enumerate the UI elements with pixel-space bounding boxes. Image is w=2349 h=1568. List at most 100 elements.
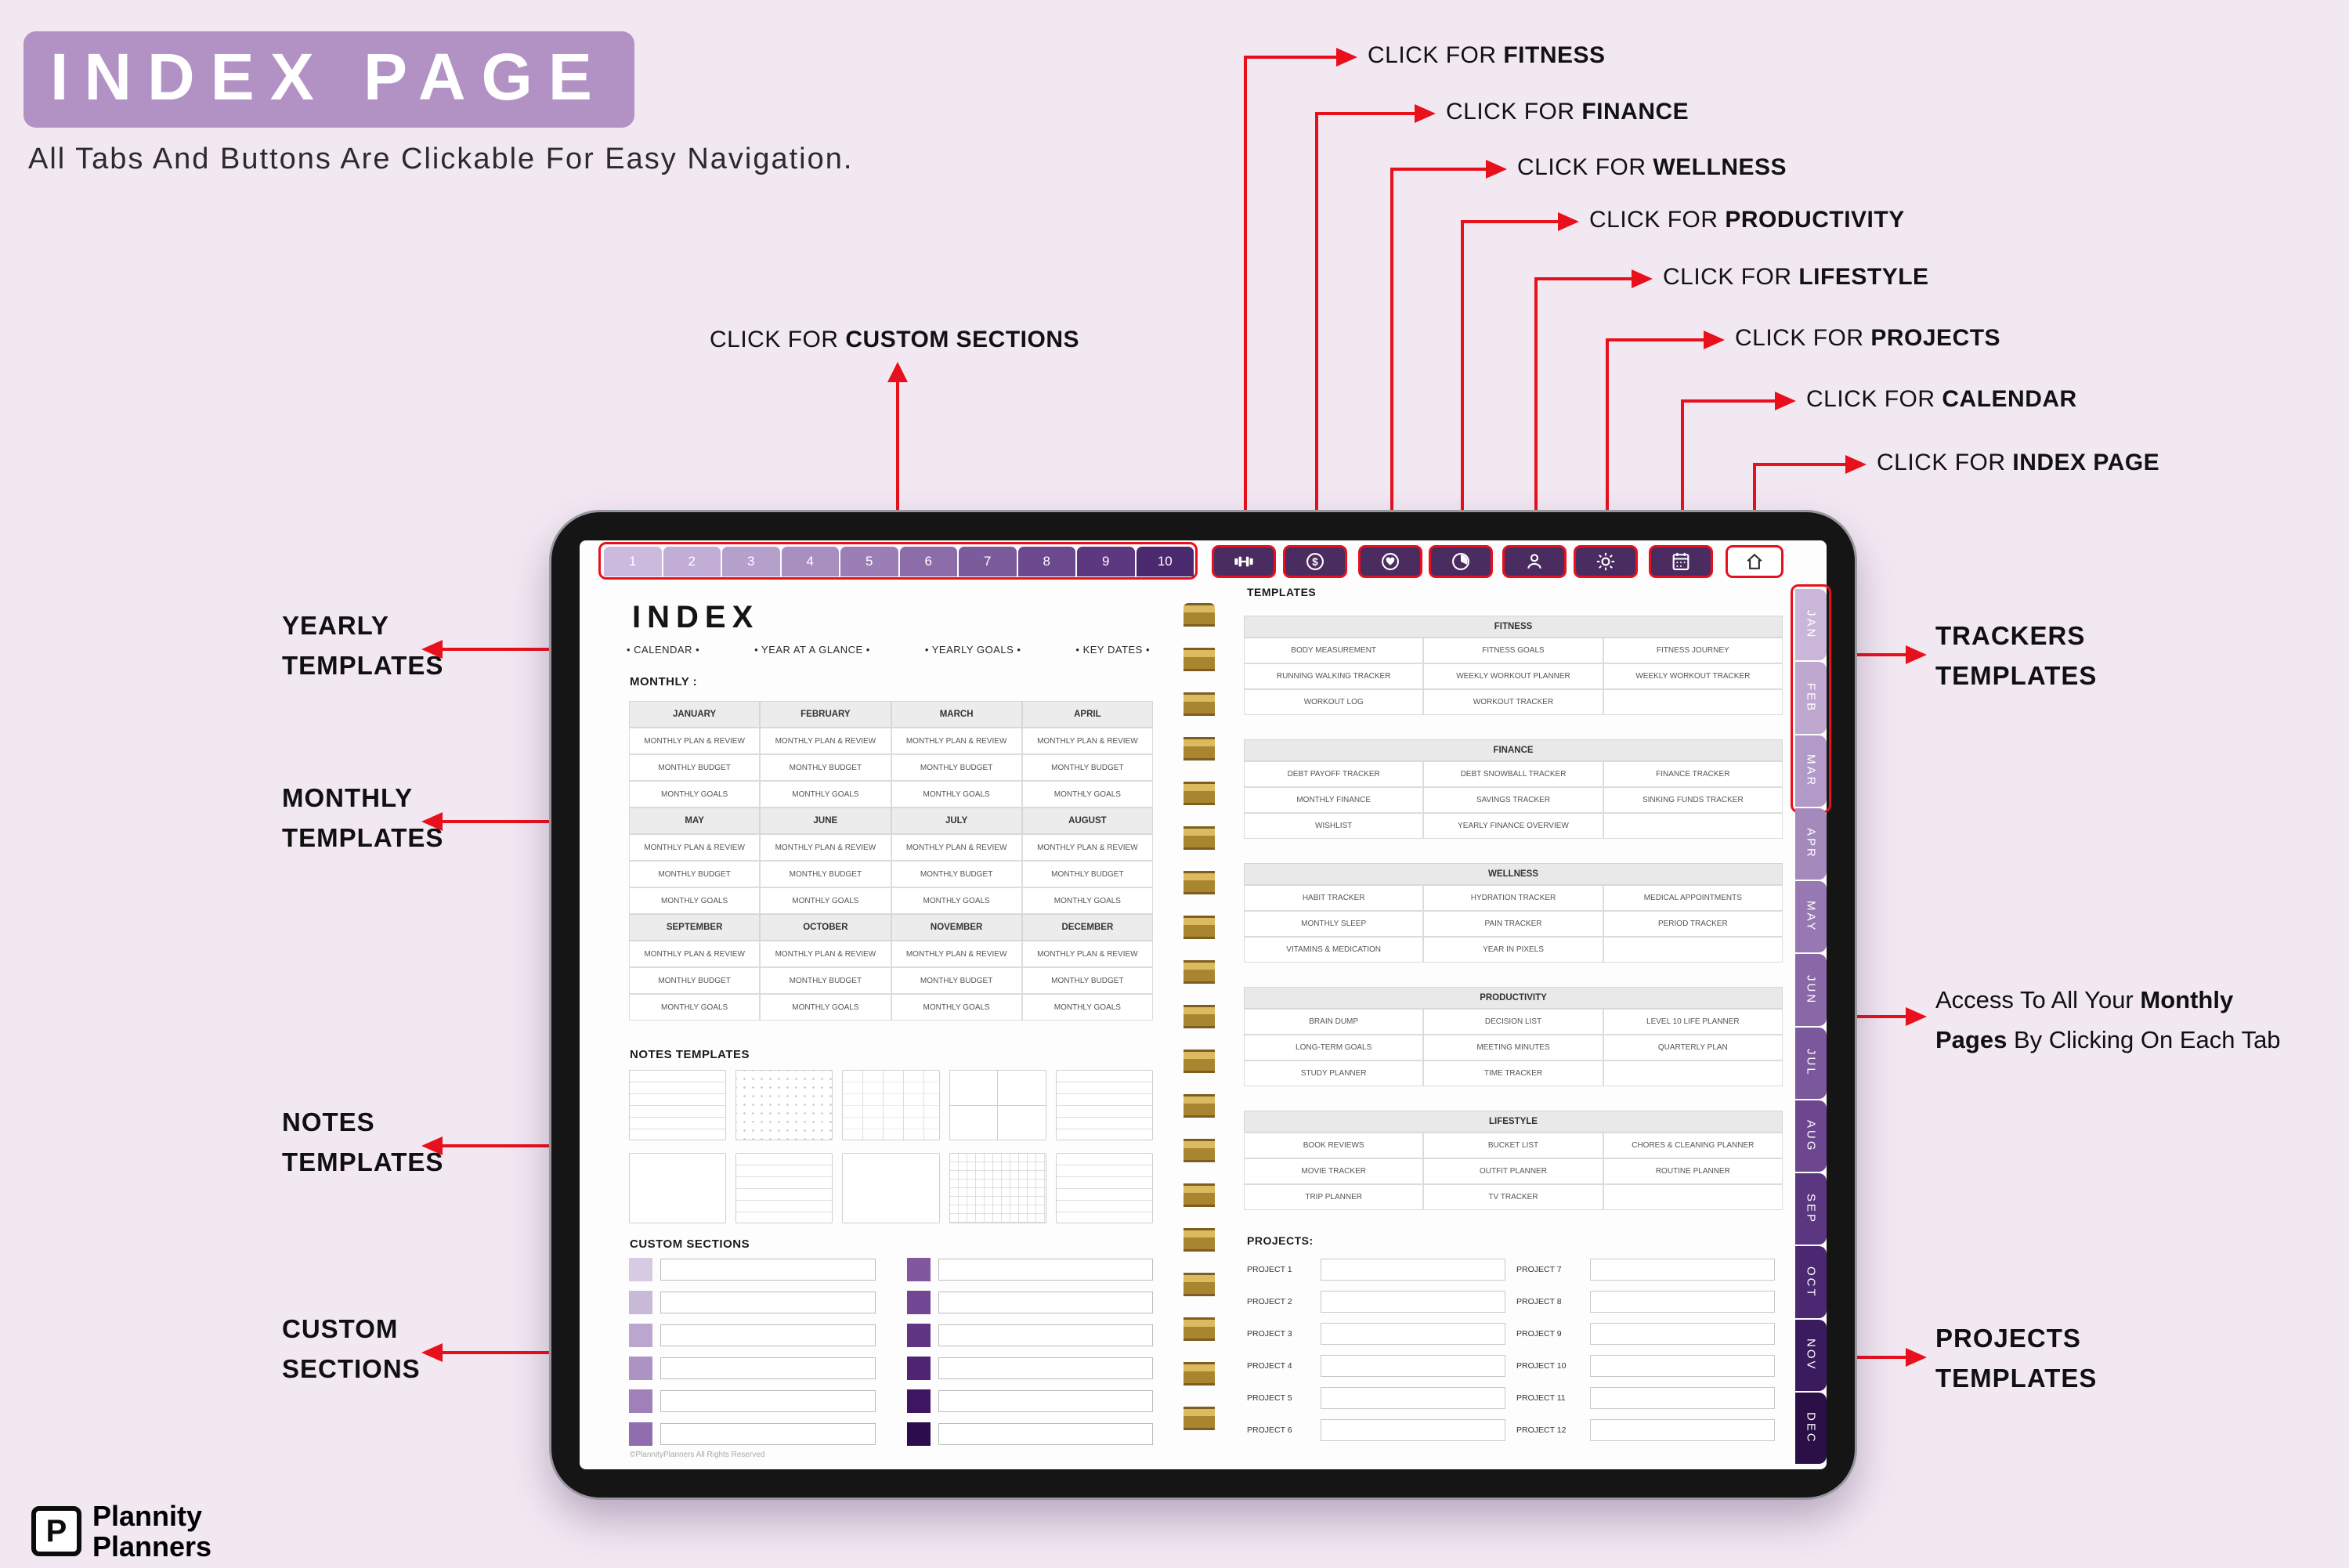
template-link-cell[interactable] (1603, 689, 1783, 715)
custom-section-color-swatch[interactable] (906, 1324, 931, 1347)
note-thumbnail-columns[interactable] (842, 1070, 940, 1140)
template-link-cell[interactable]: STUDY PLANNER (1244, 1060, 1424, 1086)
note-thumbnail-dot-grid[interactable] (735, 1070, 833, 1140)
month-link-cell[interactable]: MONTHLY BUDGET (891, 861, 1022, 887)
custom-section-color-swatch[interactable] (629, 1324, 652, 1347)
custom-section-color-swatch[interactable] (629, 1258, 652, 1281)
month-tab[interactable]: JUN (1795, 954, 1827, 1026)
month-link-cell[interactable]: MONTHLY PLAN & REVIEW (1021, 941, 1153, 967)
note-thumbnail-blank[interactable] (629, 1153, 727, 1223)
custom-section-color-swatch[interactable] (906, 1357, 931, 1380)
month-link-cell[interactable]: MONTHLY GOALS (760, 994, 891, 1021)
month-header-cell[interactable]: FEBRUARY (760, 701, 891, 728)
note-thumbnail-lined[interactable] (735, 1153, 833, 1223)
wellness-tab[interactable] (1358, 545, 1422, 578)
template-link-cell[interactable]: PAIN TRACKER (1423, 911, 1603, 937)
month-link-cell[interactable]: MONTHLY BUDGET (1021, 967, 1153, 994)
month-tab[interactable]: JAN (1795, 589, 1827, 661)
template-link-cell[interactable] (1603, 1184, 1783, 1210)
month-tab[interactable]: SEP (1795, 1173, 1827, 1245)
project-input-box[interactable] (1321, 1259, 1505, 1281)
template-link-cell[interactable]: OUTFIT PLANNER (1423, 1158, 1603, 1184)
month-header-cell[interactable]: SEPTEMBER (629, 914, 761, 941)
template-link-cell[interactable] (1603, 1060, 1783, 1086)
month-header-cell[interactable]: DECEMBER (1021, 914, 1153, 941)
template-link-cell[interactable]: WEEKLY WORKOUT PLANNER (1423, 663, 1603, 689)
template-link-cell[interactable]: SINKING FUNDS TRACKER (1603, 787, 1783, 813)
month-link-cell[interactable]: MONTHLY GOALS (629, 781, 761, 807)
template-link-cell[interactable]: MONTHLY FINANCE (1244, 787, 1424, 813)
month-link-cell[interactable]: MONTHLY PLAN & REVIEW (891, 834, 1022, 861)
custom-section-entry[interactable] (660, 1390, 876, 1412)
custom-section-entry[interactable] (938, 1357, 1153, 1379)
custom-section-tab[interactable]: 10 (1136, 547, 1194, 576)
template-link-cell[interactable]: DEBT SNOWBALL TRACKER (1423, 761, 1603, 787)
month-link-cell[interactable]: MONTHLY GOALS (629, 887, 761, 914)
month-link-cell[interactable]: MONTHLY PLAN & REVIEW (760, 834, 891, 861)
custom-section-entry[interactable] (938, 1324, 1153, 1346)
template-link-cell[interactable]: YEARLY FINANCE OVERVIEW (1423, 813, 1603, 839)
template-link-cell[interactable]: YEAR IN PIXELS (1423, 937, 1603, 963)
month-link-cell[interactable]: MONTHLY PLAN & REVIEW (1021, 728, 1153, 754)
month-header-cell[interactable]: AUGUST (1021, 807, 1153, 834)
custom-section-color-swatch[interactable] (629, 1357, 652, 1380)
month-tab[interactable]: FEB (1795, 662, 1827, 734)
month-link-cell[interactable]: MONTHLY PLAN & REVIEW (629, 941, 761, 967)
custom-section-tab[interactable]: 6 (899, 547, 957, 576)
note-thumbnail-lined[interactable] (1055, 1070, 1153, 1140)
month-tab[interactable]: DEC (1795, 1392, 1827, 1464)
note-thumbnail-lined[interactable] (629, 1070, 727, 1140)
note-thumbnail-blank[interactable] (842, 1153, 940, 1223)
yearly-link[interactable]: • CALENDAR • (627, 644, 700, 656)
template-link-cell[interactable]: RUNNING WALKING TRACKER (1244, 663, 1424, 689)
custom-section-entry[interactable] (660, 1357, 876, 1379)
month-link-cell[interactable]: MONTHLY PLAN & REVIEW (891, 941, 1022, 967)
project-input-box[interactable] (1321, 1355, 1505, 1377)
template-link-cell[interactable]: PERIOD TRACKER (1603, 911, 1783, 937)
custom-section-color-swatch[interactable] (906, 1258, 931, 1281)
month-tab[interactable]: OCT (1795, 1246, 1827, 1318)
custom-section-tab[interactable]: 2 (663, 547, 721, 576)
template-link-cell[interactable] (1603, 813, 1783, 839)
home-tab[interactable] (1726, 545, 1783, 578)
month-link-cell[interactable]: MONTHLY BUDGET (1021, 861, 1153, 887)
yearly-link[interactable]: • KEY DATES • (1075, 644, 1150, 656)
template-link-cell[interactable]: WORKOUT TRACKER (1423, 689, 1603, 715)
calendar-tab[interactable] (1649, 545, 1713, 578)
template-link-cell[interactable]: SAVINGS TRACKER (1423, 787, 1603, 813)
template-link-cell[interactable]: DEBT PAYOFF TRACKER (1244, 761, 1424, 787)
template-link-cell[interactable]: MEDICAL APPOINTMENTS (1603, 885, 1783, 911)
project-input-box[interactable] (1590, 1355, 1775, 1377)
month-link-cell[interactable]: MONTHLY GOALS (760, 887, 891, 914)
custom-section-color-swatch[interactable] (906, 1422, 931, 1446)
custom-section-entry[interactable] (660, 1324, 876, 1346)
custom-section-entry[interactable] (938, 1259, 1153, 1281)
month-tab[interactable]: MAY (1795, 881, 1827, 953)
custom-section-tab[interactable]: 9 (1077, 547, 1135, 576)
month-link-cell[interactable]: MONTHLY BUDGET (760, 861, 891, 887)
project-input-box[interactable] (1590, 1323, 1775, 1345)
month-header-cell[interactable]: NOVEMBER (891, 914, 1022, 941)
custom-section-tab[interactable]: 5 (840, 547, 898, 576)
custom-section-tab[interactable]: 8 (1017, 547, 1075, 576)
custom-section-color-swatch[interactable] (906, 1291, 931, 1314)
projects-tab[interactable] (1574, 545, 1638, 578)
month-link-cell[interactable]: MONTHLY BUDGET (629, 861, 761, 887)
month-header-cell[interactable]: JANUARY (629, 701, 761, 728)
template-link-cell[interactable]: BODY MEASUREMENT (1244, 638, 1424, 663)
month-link-cell[interactable]: MONTHLY GOALS (891, 994, 1022, 1021)
yearly-link[interactable]: • YEARLY GOALS • (924, 644, 1021, 656)
month-link-cell[interactable]: MONTHLY BUDGET (760, 967, 891, 994)
custom-section-color-swatch[interactable] (629, 1291, 652, 1314)
note-thumbnail-split[interactable] (949, 1070, 1046, 1140)
month-link-cell[interactable]: MONTHLY GOALS (1021, 994, 1153, 1021)
month-link-cell[interactable]: MONTHLY GOALS (629, 994, 761, 1021)
template-link-cell[interactable]: LONG-TERM GOALS (1244, 1035, 1424, 1060)
custom-section-color-swatch[interactable] (629, 1389, 652, 1413)
finance-tab[interactable]: $ (1283, 545, 1347, 578)
month-link-cell[interactable]: MONTHLY BUDGET (891, 967, 1022, 994)
month-header-cell[interactable]: OCTOBER (760, 914, 891, 941)
custom-section-tab[interactable]: 3 (722, 547, 780, 576)
template-link-cell[interactable]: FINANCE TRACKER (1603, 761, 1783, 787)
project-input-box[interactable] (1590, 1387, 1775, 1409)
